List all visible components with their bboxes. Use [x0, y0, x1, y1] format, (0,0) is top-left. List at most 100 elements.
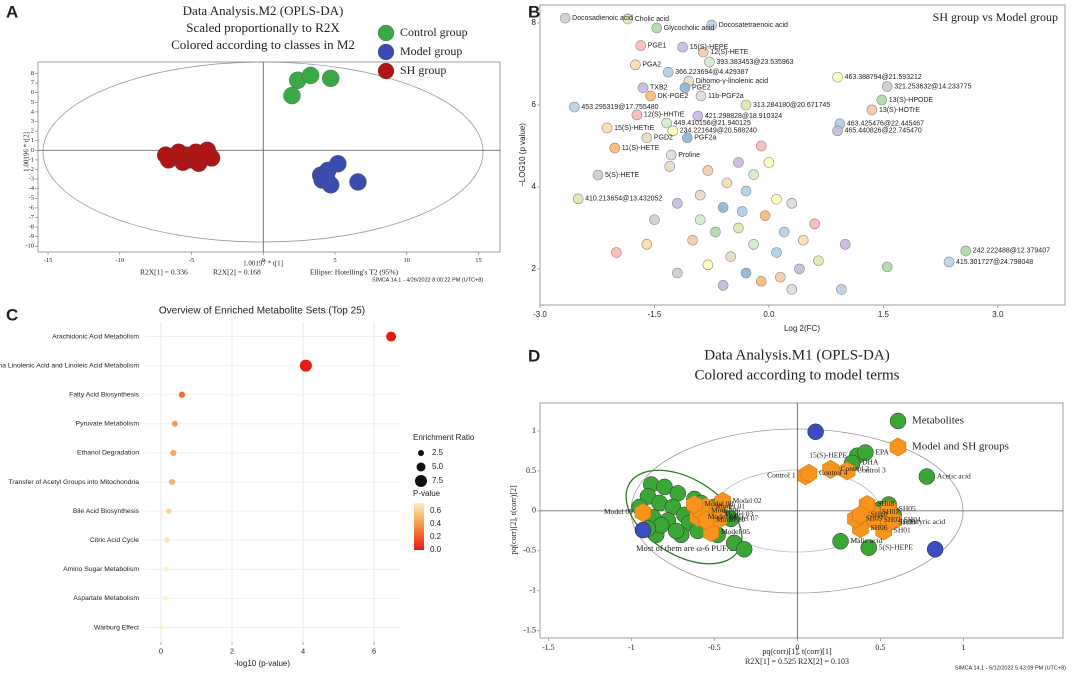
- point-label: Acetic acid: [937, 471, 971, 480]
- point: [197, 147, 215, 165]
- chart-title: Overview of Enriched Metabolite Sets (To…: [159, 306, 365, 317]
- legend-marker: [416, 462, 426, 472]
- point: [329, 155, 347, 173]
- point-label: SH06: [870, 523, 887, 532]
- y-tick-label: Warburg Effect: [94, 624, 139, 631]
- point: [634, 503, 652, 522]
- point: [651, 22, 663, 34]
- point: [881, 81, 893, 92]
- point: [740, 267, 752, 279]
- point-label: Model 04: [708, 512, 737, 521]
- point: [637, 82, 649, 94]
- point: [717, 202, 729, 213]
- point: [656, 478, 673, 496]
- point-label: SH05: [899, 504, 916, 513]
- point-label: PGE1: [648, 42, 667, 49]
- point: [832, 71, 843, 83]
- y-tick-label: 8: [31, 70, 34, 77]
- point-label: EPA: [875, 447, 889, 456]
- point-label: 13(S)-HPODE: [889, 97, 934, 104]
- legend-label: Model group: [400, 44, 462, 58]
- x-tick-label: -15: [44, 257, 53, 264]
- point-label: SH01: [894, 526, 911, 535]
- point-label: 415.301727@24.798048: [956, 259, 1033, 266]
- point-label: Docosatetraenoic acid: [719, 22, 788, 29]
- point: [755, 140, 767, 152]
- point-label: SH10: [870, 510, 887, 519]
- dot: [386, 331, 397, 342]
- point: [641, 239, 653, 250]
- annotation: Most of them are ω-6 PUFAs: [636, 543, 736, 553]
- annotation: R2X[2] = 0.168: [213, 268, 261, 277]
- point: [880, 499, 897, 519]
- point-label: 15(S)-HEPE: [690, 44, 729, 51]
- dot: [163, 595, 168, 601]
- point-label: 463.388794@21.593212: [845, 74, 922, 81]
- point: [677, 41, 688, 53]
- y-tick-label: 3: [31, 118, 34, 125]
- y-tick-label: -1.5: [523, 626, 536, 635]
- y-axis-label: pq(corr)[2], t(corr)[2]: [509, 485, 518, 555]
- x-tick-label: 10: [403, 257, 410, 264]
- y-tick-label: -1: [29, 156, 34, 163]
- point: [667, 125, 679, 137]
- point-label: 15(S)-HETrE: [614, 125, 655, 132]
- panel-letter: D: [528, 346, 540, 365]
- point: [697, 46, 709, 58]
- point: [645, 90, 656, 102]
- point-label: Control 1: [767, 470, 796, 479]
- y-axis-label: 1.00196 * t[2]: [23, 132, 31, 172]
- y-tick-label: 6: [31, 89, 35, 96]
- point-label: 11(S)-HETE: [622, 145, 660, 152]
- point-label: 465.440826@22.745470: [845, 128, 922, 135]
- dot: [178, 391, 186, 398]
- colorbar-label: 0.0: [430, 545, 442, 554]
- y-tick-label: 1: [31, 137, 34, 144]
- y-tick-label: -1: [529, 586, 536, 595]
- point: [694, 214, 706, 226]
- point-label: Proline: [678, 152, 700, 159]
- point-label: PGE2: [692, 85, 711, 92]
- point-label: 15(S)-HEPE: [809, 450, 847, 459]
- point: [704, 56, 715, 68]
- point-label: 12(S)-HETE: [710, 49, 748, 56]
- x-axis-label: -log10 (p-value): [234, 659, 290, 668]
- dot: [170, 449, 177, 456]
- x-tick-label: 4: [301, 646, 305, 655]
- y-tick-label: Arachidonic Acid Metabolism: [52, 333, 139, 340]
- y-tick-label: -7: [29, 214, 35, 221]
- legend-label: 5.0: [432, 462, 444, 471]
- y-tick-label: 1: [532, 426, 536, 435]
- point: [807, 423, 824, 441]
- panel-letter: B: [528, 2, 540, 21]
- point: [592, 169, 604, 181]
- point: [721, 177, 733, 189]
- y-tick-label: Bile Acid Biosynthesis: [73, 508, 140, 515]
- y-tick-label: 5: [31, 99, 34, 106]
- point-label: 463.425476@22.445467: [847, 121, 924, 128]
- x-tick-label: -3.0: [533, 310, 547, 319]
- chart-title: Colored according to classes in M2: [171, 37, 355, 52]
- point-label: Docosadienoic acid: [572, 15, 633, 22]
- point: [960, 245, 972, 257]
- point: [778, 226, 790, 238]
- chart-title: Data Analysis.M2 (OPLS-DA): [183, 3, 344, 18]
- point-label: Model 09: [604, 507, 633, 516]
- point-label: Control 4: [819, 468, 848, 477]
- point: [866, 104, 878, 116]
- point: [881, 261, 893, 273]
- point: [687, 234, 698, 246]
- y-tick-label: 6: [532, 100, 537, 109]
- colorbar-label: 0.2: [430, 532, 442, 541]
- point: [839, 239, 851, 250]
- point-label: 366.223694@4.429387: [675, 69, 748, 76]
- point: [786, 284, 798, 295]
- y-tick-label: -9: [29, 233, 34, 240]
- point-label: Isobutyric acid: [900, 517, 945, 526]
- dot: [299, 359, 312, 372]
- y-tick-label: Fatty Acid Biosynthesis: [69, 392, 139, 399]
- x-tick-label: 2: [230, 646, 234, 655]
- point: [926, 541, 944, 558]
- point: [918, 468, 936, 485]
